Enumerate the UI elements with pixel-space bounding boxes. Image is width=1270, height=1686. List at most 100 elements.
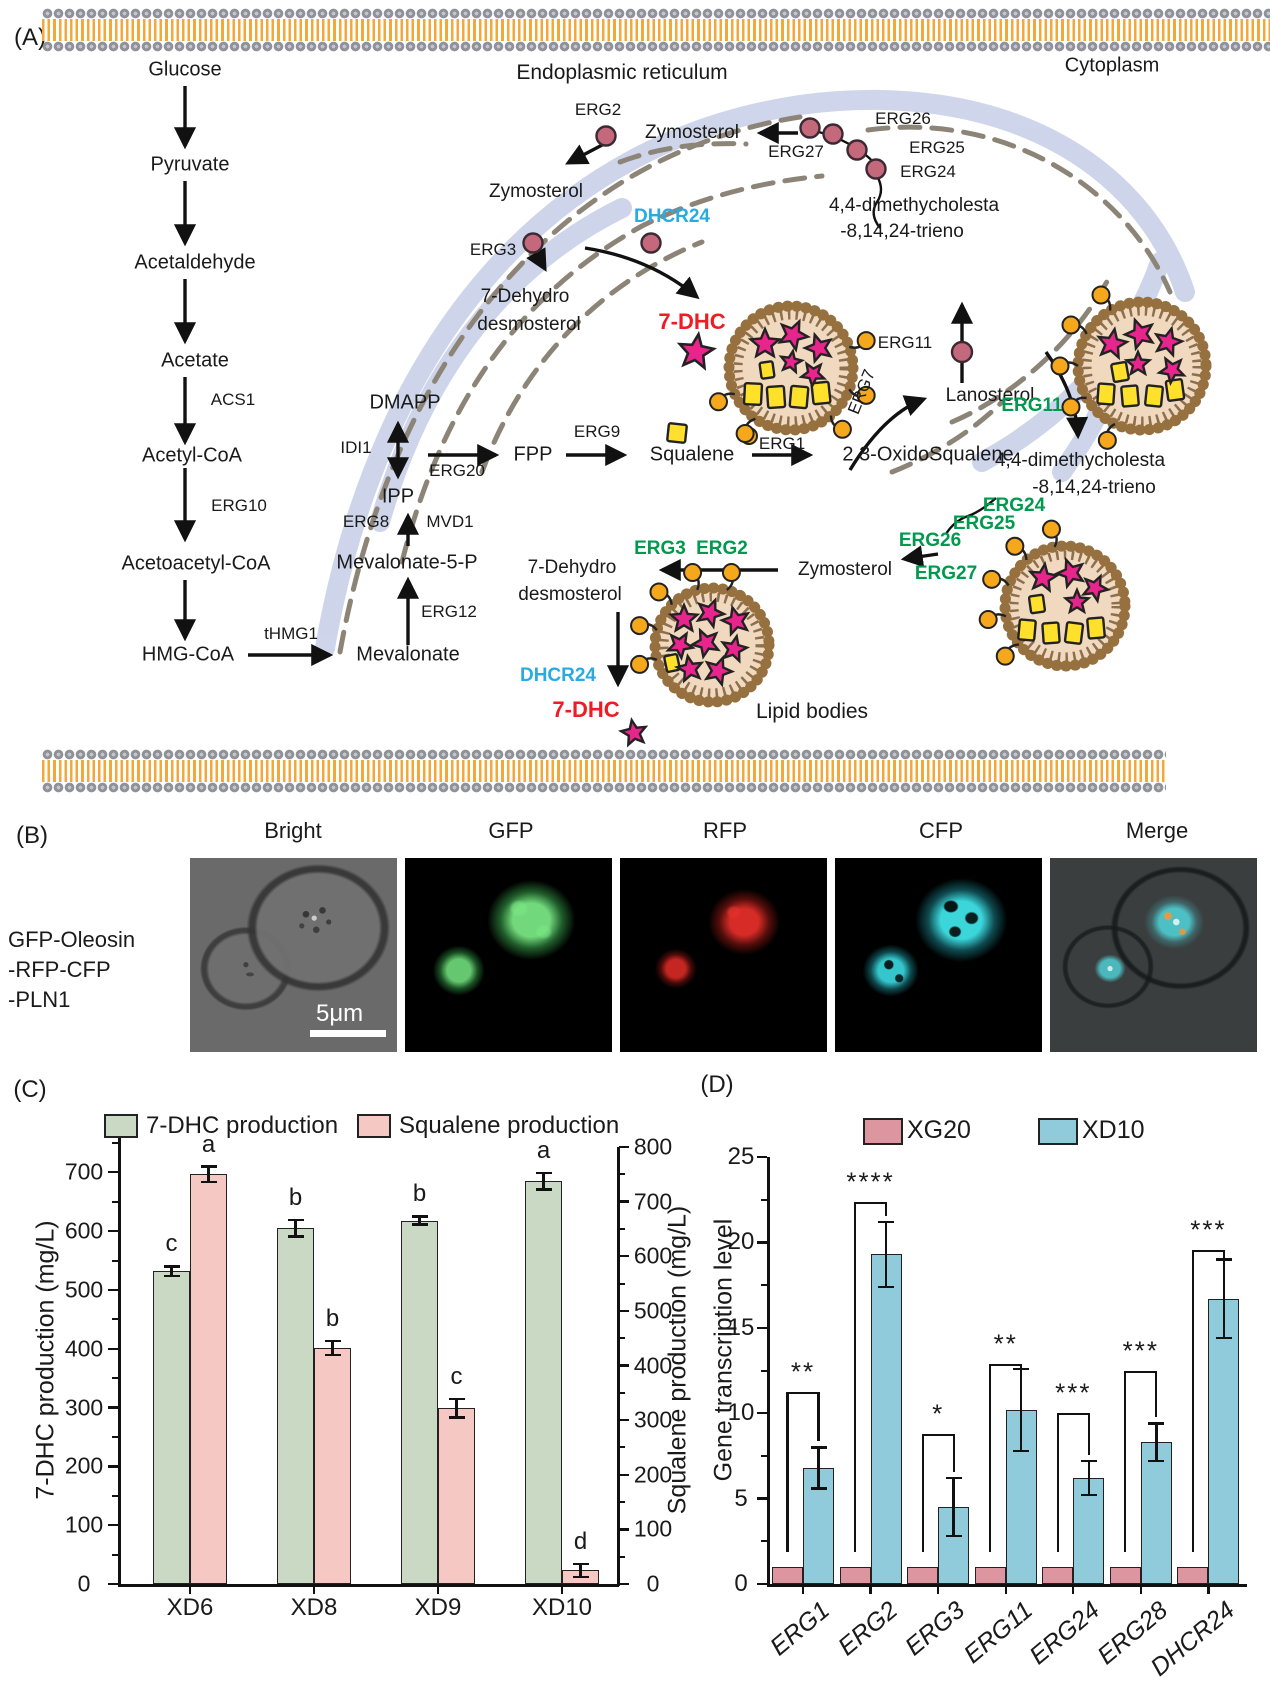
c-ltick-minor: [112, 1435, 118, 1438]
c-legend-pink-swatch: [357, 1114, 391, 1138]
c-err-XD8-0-cap-bot: [287, 1235, 304, 1238]
d-err-ERG28-stem: [1155, 1423, 1158, 1461]
c-ltick-300: [108, 1406, 118, 1409]
column-title-bright: Bright: [264, 818, 322, 843]
column-title-merge: Merge: [1125, 818, 1189, 843]
c-ltick-minor: [112, 1200, 118, 1203]
membrane-heads-icon: [42, 782, 1166, 793]
c-axis-right: [617, 1147, 620, 1586]
strain-label-line2: -RFP-CFP: [8, 957, 111, 982]
panel-c-label: (C): [13, 1076, 47, 1103]
d-sig-ERG3: *: [932, 1398, 945, 1429]
d-legend-xd10-swatch: [1038, 1118, 1078, 1145]
c-err-XD8-1-cap-bot: [324, 1353, 341, 1357]
label-erg2-top: ERG2: [574, 100, 622, 119]
label-erg1: ERG1: [758, 434, 806, 453]
d-err-ERG3-cap-top: [945, 1476, 962, 1480]
lipid-bodies-group: [630, 285, 1212, 708]
c-err-XD6-1-stem: [207, 1166, 210, 1182]
c-letter-XD9-1: c: [450, 1362, 463, 1390]
c-ltick-minor: [112, 1259, 118, 1262]
label-erg25-top: ERG25: [909, 138, 965, 157]
pathway-arrows: [173, 86, 1089, 688]
c-ltick-minor: [112, 1377, 118, 1380]
d-tick-label-10: 10: [727, 1399, 755, 1427]
cytoplasm-label: Cytoplasm: [1064, 54, 1160, 77]
label-dimethycholesta-2b: -8,14,24-trieno: [1032, 477, 1156, 498]
strain-label-line3: -PLN1: [8, 987, 71, 1012]
c-letter-XD9-0: b: [412, 1180, 427, 1208]
d-bracket-r-ERG1: [817, 1392, 820, 1442]
label-dimethycholesta-1b: -8,14,24-trieno: [840, 221, 964, 242]
d-axis-bottom: [767, 1584, 1247, 1587]
c-ltick-minor: [112, 1494, 118, 1497]
d-tick-25: [757, 1155, 767, 1159]
d-bracket-r-ERG2: [884, 1202, 888, 1216]
c-rtick-label-800: 800: [633, 1133, 673, 1160]
label-mevalonate: Mevalonate: [356, 643, 460, 666]
c-letter-XD10-0: a: [536, 1136, 551, 1164]
c-err-XD10-1-cap-bot: [572, 1575, 589, 1579]
label-erg8: ERG8: [342, 512, 390, 531]
c-err-XD8-1-stem: [331, 1340, 334, 1356]
c-rtick-0: [619, 1582, 629, 1586]
d-axis-title: Gene transcription level: [709, 1218, 738, 1482]
c-ltick-minor: [112, 1318, 118, 1321]
d-xtick-ERG3: [936, 1586, 940, 1594]
d-bracket-h-ERG3: [922, 1434, 954, 1437]
label-7dehydro-2a: 7-Dehydro: [527, 557, 617, 578]
d-bracket-l-ERG24: [1056, 1413, 1059, 1552]
d-err-ERG11-stem: [1020, 1368, 1023, 1451]
strain-label-line1: GFP-Oleosin: [8, 927, 136, 952]
c-err-XD9-1-cap-bot: [448, 1416, 465, 1419]
label-desmosterol-1b: desmosterol: [477, 314, 581, 335]
lipid-body-4: [978, 519, 1131, 672]
c-letter-XD6-1: a: [201, 1130, 216, 1158]
d-bar-xg20-ERG28: [1109, 1566, 1141, 1584]
label-erg26-top: ERG26: [875, 109, 931, 128]
label-erg24-green: ERG24: [982, 495, 1046, 516]
label-oxidosqualene: 2,3-OxidoSqualene: [842, 443, 1014, 466]
label-acs1: ACS1: [210, 390, 256, 409]
c-letter-XD8-0: b: [288, 1183, 303, 1211]
label-7dehydro-1a: 7-Dehydro: [480, 286, 570, 307]
label-acetyl-coa: Acetyl-CoA: [141, 444, 243, 467]
label-lipid-bodies: Lipid bodies: [755, 700, 869, 723]
c-rtick-400: [619, 1364, 629, 1367]
c-rtick-500: [619, 1309, 629, 1313]
c-axis-left: [118, 1137, 121, 1586]
c-rtick-200: [619, 1473, 629, 1476]
pathway-diagram-canvas: [173, 86, 1212, 748]
c-rtick-minor: [619, 1173, 625, 1176]
c-err-XD6-1-cap-bot: [200, 1180, 217, 1184]
d-tick-minor: [761, 1369, 767, 1372]
column-title-gfp: GFP: [488, 818, 534, 843]
label-erg2-green: ERG2: [696, 538, 748, 559]
label-7dhc-1: 7-DHC: [658, 309, 726, 334]
panel-a-label: (A): [14, 24, 46, 51]
d-err-ERG2-cap-bot: [878, 1285, 895, 1288]
d-bar-xg20-ERG24: [1042, 1566, 1074, 1584]
c-err-XD10-0-cap-bot: [535, 1188, 552, 1191]
c-rtick-label-300: 300: [633, 1406, 673, 1433]
label-erg24-top: ERG24: [900, 162, 956, 181]
c-bar-7-DHC-XD6: [153, 1271, 190, 1584]
label-erg11-top: ERG11: [877, 333, 933, 352]
micrograph-bright: [190, 858, 397, 1052]
d-tick-label-0: 0: [734, 1570, 748, 1597]
c-ltick-label-700: 700: [64, 1158, 104, 1185]
label-mvd1: MVD1: [426, 512, 474, 531]
c-err-XD10-0-cap-top: [535, 1171, 552, 1175]
c-xlabel-XD9: XD9: [414, 1594, 462, 1621]
c-axis-bottom: [118, 1584, 619, 1587]
label-er-title: Endoplasmic reticulum: [516, 61, 728, 84]
d-xtick-ERG28: [1139, 1586, 1143, 1594]
d-bar-xg20-ERG2: [839, 1566, 871, 1584]
label-erg20: ERG20: [429, 461, 485, 480]
d-xtick-ERG11: [1004, 1586, 1007, 1594]
c-rtick-label-700: 700: [633, 1188, 673, 1215]
label-mevalonate-5-p: Mevalonate-5-P: [336, 551, 478, 574]
label-dhcr24-1: DHCR24: [633, 206, 711, 227]
d-bar-xd10-DHCR24: [1208, 1298, 1240, 1584]
d-axis-left: [767, 1157, 770, 1586]
